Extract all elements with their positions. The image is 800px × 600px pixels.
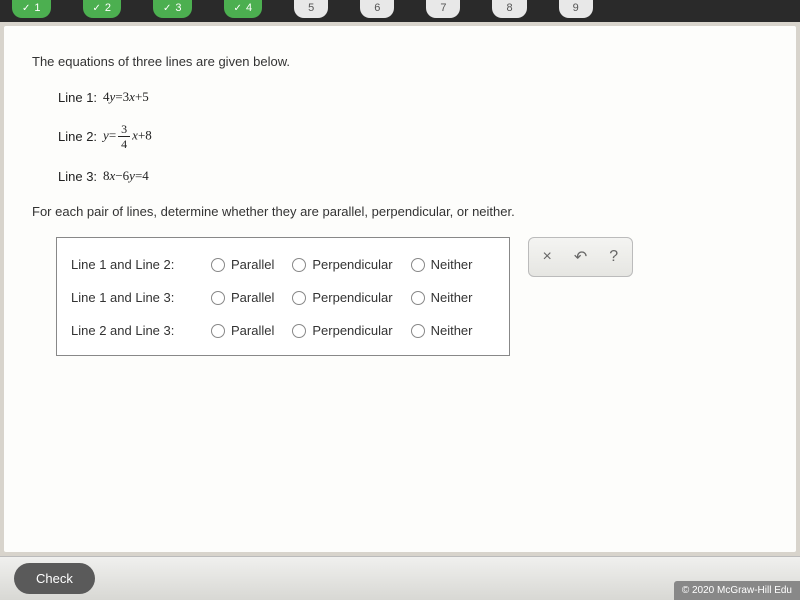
- check-icon: ✓: [93, 3, 101, 14]
- progress-tabs: ✓1 ✓2 ✓3 ✓4 5 6 7 8 9: [0, 0, 800, 22]
- tab-3-label: 3: [175, 2, 181, 14]
- tab-4-label: 4: [246, 2, 252, 14]
- pair2-neither-option[interactable]: Neither: [411, 290, 473, 305]
- parallel-label: Parallel: [231, 257, 274, 272]
- pair2-perpendicular-option[interactable]: Perpendicular: [292, 290, 392, 305]
- tab-5-label: 5: [308, 2, 314, 14]
- pair-3-label: Line 2 and Line 3:: [71, 323, 211, 338]
- pair1-parallel-option[interactable]: Parallel: [211, 257, 274, 272]
- tab-4[interactable]: ✓4: [224, 0, 263, 18]
- pair-row-1: Line 1 and Line 2: Parallel Perpendicula…: [71, 248, 491, 281]
- perpendicular-label: Perpendicular: [312, 290, 392, 305]
- pair3-neither-option[interactable]: Neither: [411, 323, 473, 338]
- pair-2-label: Line 1 and Line 3:: [71, 290, 211, 305]
- copyright-text: © 2020 McGraw-Hill Edu: [674, 581, 800, 600]
- equation-line-3: Line 3: 8x−6y=4: [58, 168, 768, 184]
- reset-button[interactable]: ↶: [574, 247, 587, 267]
- tab-2[interactable]: ✓2: [83, 0, 122, 18]
- radio-icon: [292, 291, 306, 305]
- perpendicular-label: Perpendicular: [312, 323, 392, 338]
- neither-label: Neither: [431, 257, 473, 272]
- line1-label: Line 1:: [58, 90, 97, 105]
- clear-button[interactable]: ×: [543, 248, 552, 266]
- answer-box: Line 1 and Line 2: Parallel Perpendicula…: [56, 237, 510, 356]
- tab-7-label: 7: [440, 2, 446, 14]
- pair-row-3: Line 2 and Line 3: Parallel Perpendicula…: [71, 314, 491, 347]
- radio-icon: [411, 258, 425, 272]
- instruction-text: For each pair of lines, determine whethe…: [32, 204, 768, 219]
- radio-icon: [211, 324, 225, 338]
- pair3-perpendicular-option[interactable]: Perpendicular: [292, 323, 392, 338]
- tab-1-label: 1: [34, 2, 40, 14]
- parallel-label: Parallel: [231, 290, 274, 305]
- tab-9[interactable]: 9: [559, 0, 593, 18]
- neither-label: Neither: [431, 290, 473, 305]
- check-icon: ✓: [22, 3, 30, 14]
- line3-label: Line 3:: [58, 169, 97, 184]
- check-button[interactable]: Check: [14, 563, 95, 594]
- equation-line-1: Line 1: 4y=3x+5: [58, 89, 768, 105]
- radio-icon: [292, 324, 306, 338]
- pair2-parallel-option[interactable]: Parallel: [211, 290, 274, 305]
- radio-icon: [211, 291, 225, 305]
- pair-1-label: Line 1 and Line 2:: [71, 257, 211, 272]
- radio-icon: [411, 324, 425, 338]
- perpendicular-label: Perpendicular: [312, 257, 392, 272]
- radio-icon: [411, 291, 425, 305]
- help-button[interactable]: ?: [609, 248, 618, 266]
- radio-icon: [211, 258, 225, 272]
- tool-box: × ↶ ?: [528, 237, 634, 277]
- pair1-perpendicular-option[interactable]: Perpendicular: [292, 257, 392, 272]
- tab-6[interactable]: 6: [360, 0, 394, 18]
- parallel-label: Parallel: [231, 323, 274, 338]
- tab-8-label: 8: [506, 2, 512, 14]
- neither-label: Neither: [431, 323, 473, 338]
- radio-icon: [292, 258, 306, 272]
- tab-9-label: 9: [573, 2, 579, 14]
- tab-5[interactable]: 5: [294, 0, 328, 18]
- pair3-parallel-option[interactable]: Parallel: [211, 323, 274, 338]
- line2-label: Line 2:: [58, 129, 97, 144]
- tab-8[interactable]: 8: [492, 0, 526, 18]
- intro-text: The equations of three lines are given b…: [32, 54, 768, 69]
- equations-block: Line 1: 4y=3x+5 Line 2: y=34x+8 Line 3: …: [32, 89, 768, 184]
- tab-3[interactable]: ✓3: [153, 0, 192, 18]
- equation-line-2: Line 2: y=34x+8: [58, 123, 768, 150]
- check-icon: ✓: [234, 3, 242, 14]
- tab-2-label: 2: [105, 2, 111, 14]
- check-icon: ✓: [163, 3, 171, 14]
- pair-row-2: Line 1 and Line 3: Parallel Perpendicula…: [71, 281, 491, 314]
- question-panel: The equations of three lines are given b…: [4, 26, 796, 552]
- pair1-neither-option[interactable]: Neither: [411, 257, 473, 272]
- tab-6-label: 6: [374, 2, 380, 14]
- tab-1[interactable]: ✓1: [12, 0, 51, 18]
- tab-7[interactable]: 7: [426, 0, 460, 18]
- bottom-bar: Check © 2020 McGraw-Hill Edu: [0, 556, 800, 600]
